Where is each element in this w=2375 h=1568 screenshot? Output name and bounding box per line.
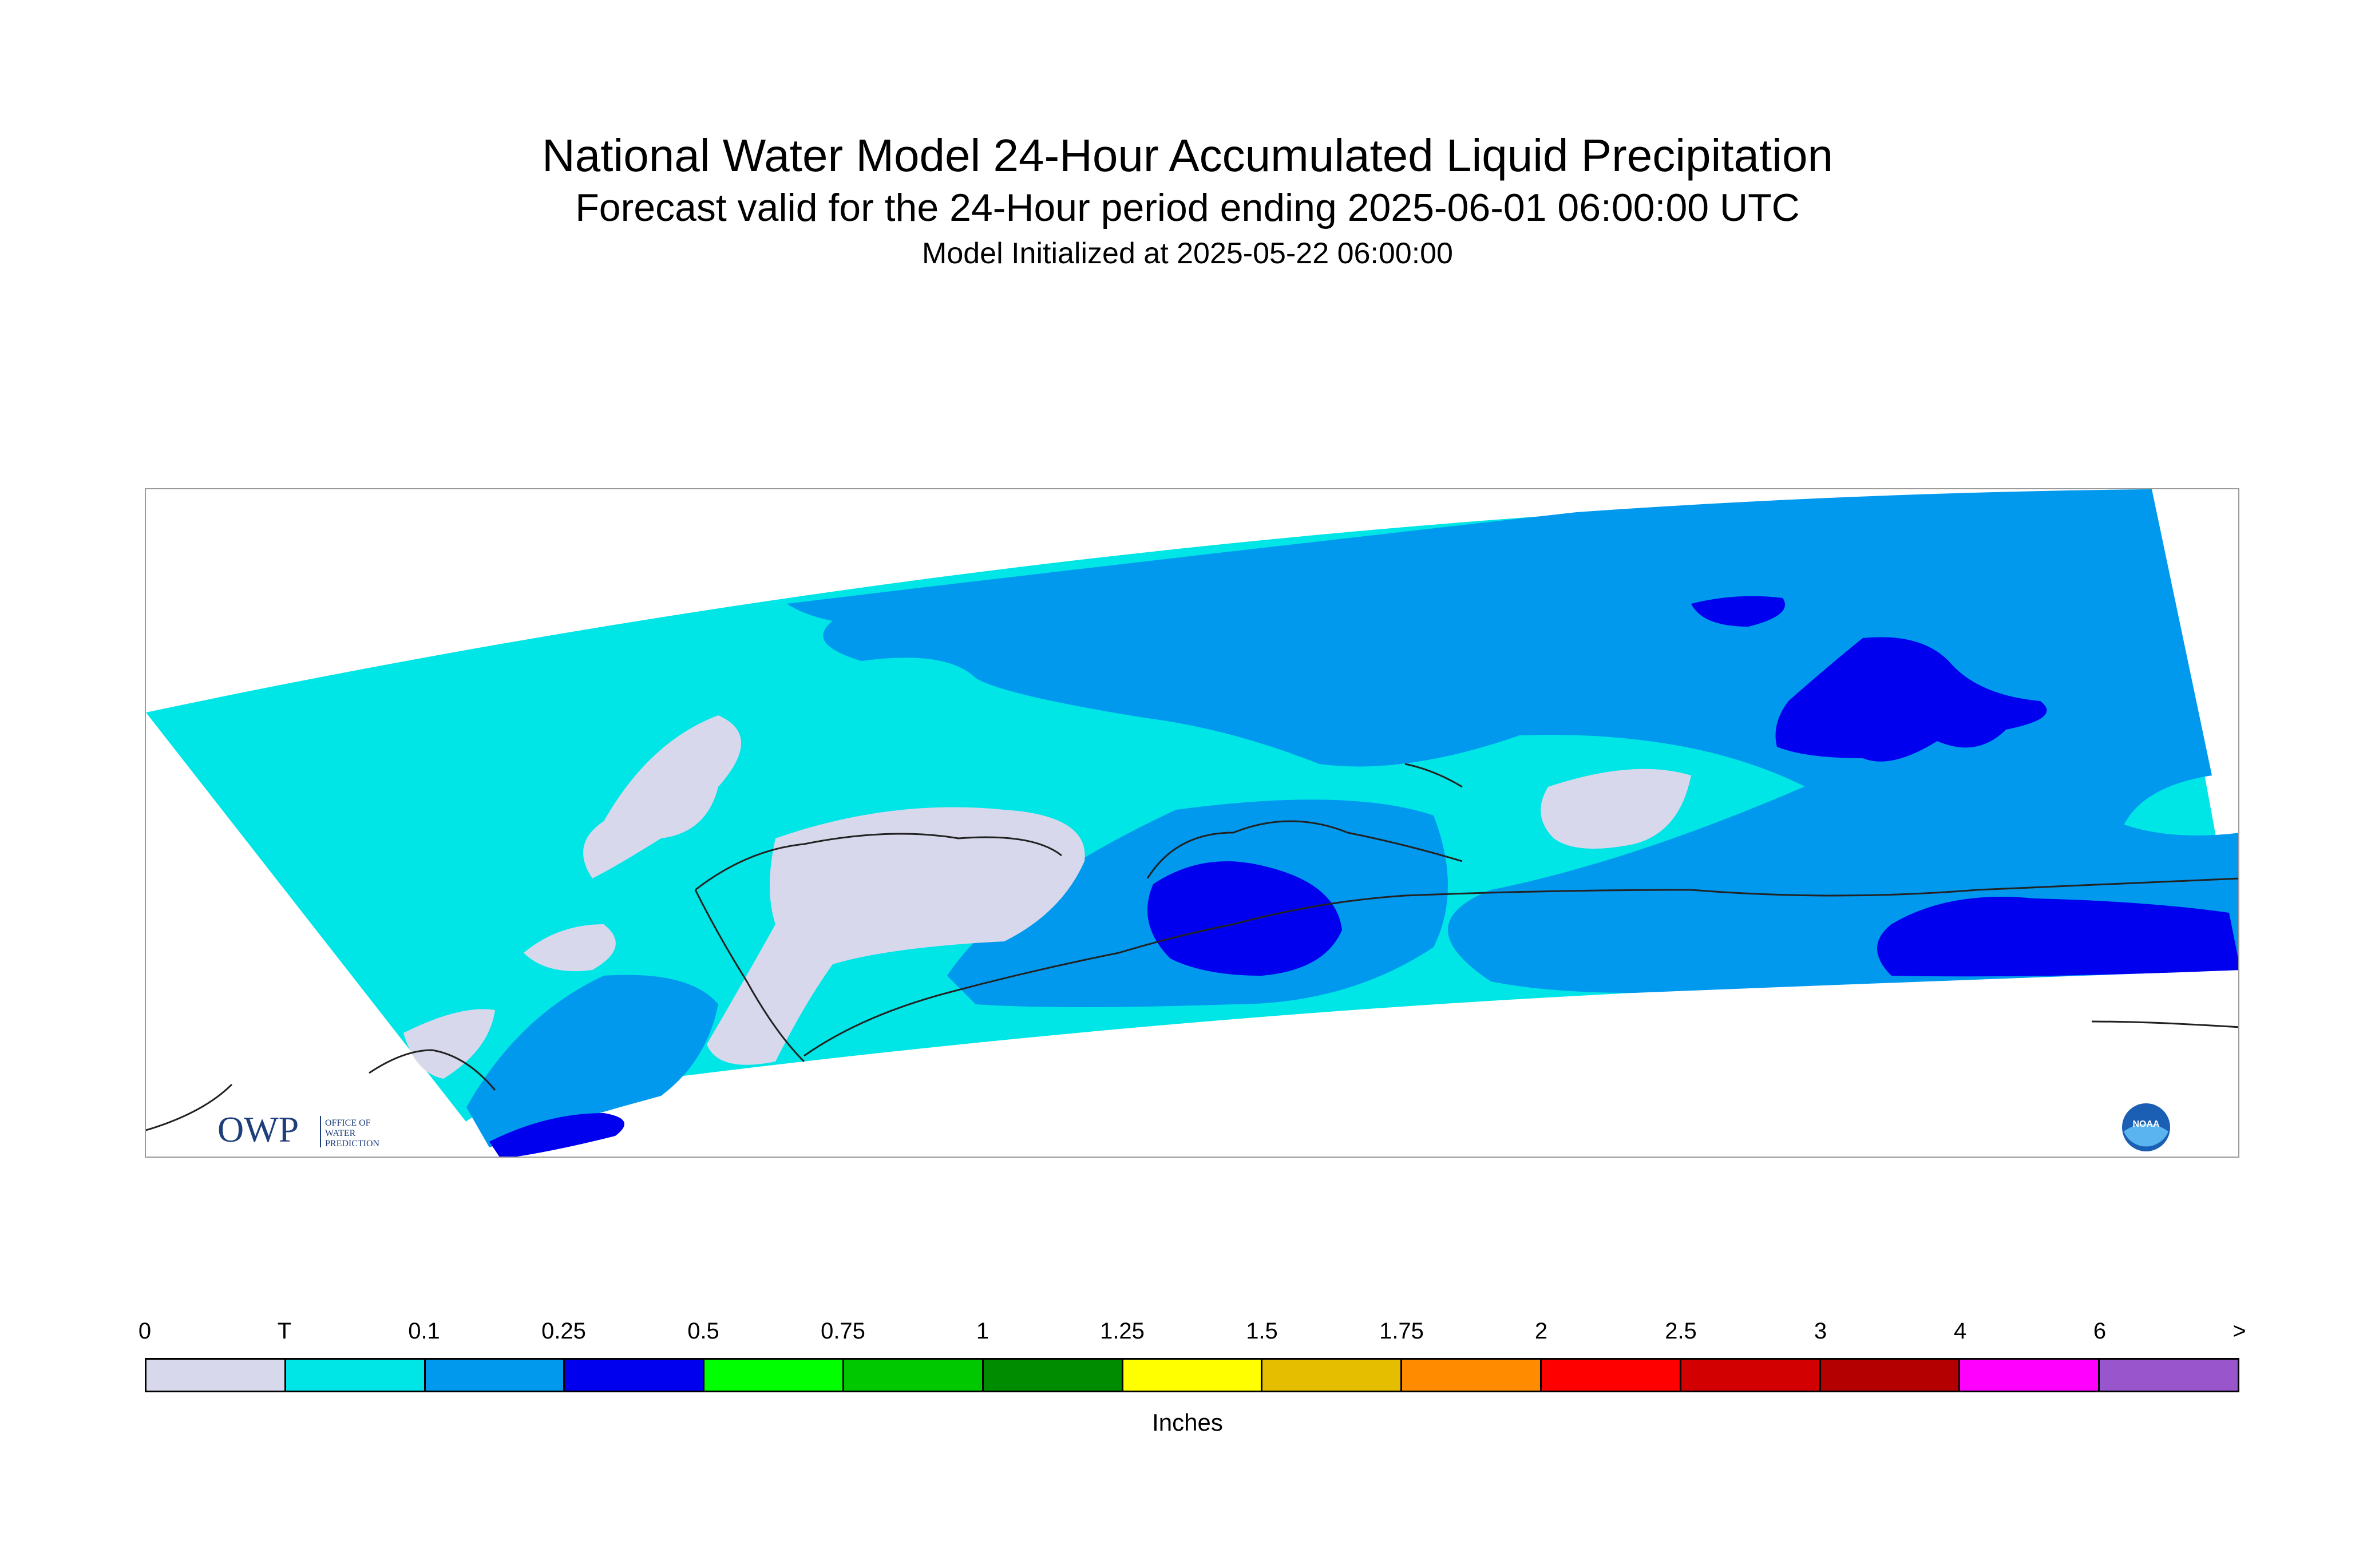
legend-tick-label: 4 — [1953, 1318, 1967, 1344]
region-zero-west2 — [524, 924, 616, 971]
owp-logo-text: OWP — [217, 1109, 299, 1150]
colorbar-segment — [147, 1360, 286, 1391]
legend-tick-label: > — [2232, 1318, 2246, 1344]
svg-text:OFFICE OF: OFFICE OF — [325, 1118, 371, 1128]
owp-logo: OWP OFFICE OF WATER PREDICTION — [217, 1107, 423, 1153]
svg-text:PREDICTION: PREDICTION — [325, 1139, 380, 1149]
legend-tick-label: 0.75 — [821, 1318, 865, 1344]
colorbar-segment — [844, 1360, 984, 1391]
legend-tick-label: 1.5 — [1246, 1318, 1278, 1344]
colorbar-segment — [1681, 1360, 1821, 1391]
model-init-line: Model Initialized at 2025-05-22 06:00:00 — [922, 237, 1453, 270]
legend-tick-label: 1.75 — [1379, 1318, 1424, 1344]
region-outside-bottom — [505, 969, 2238, 1157]
colorbar-segment — [565, 1360, 705, 1391]
coastlines — [146, 763, 2238, 1131]
region-mid-east — [1877, 897, 2238, 977]
legend-tick-label: T — [277, 1318, 292, 1344]
map-title: National Water Model 24-Hour Accumulated… — [542, 130, 1833, 181]
region-zero-east — [1541, 769, 1691, 849]
legend-tick-label: 0.1 — [408, 1318, 440, 1344]
colorbar-segment — [1820, 1360, 1961, 1391]
map-panel[interactable] — [145, 488, 2239, 1158]
legend-tick-label: 0.25 — [541, 1318, 586, 1344]
region-low-north — [787, 489, 2212, 859]
colorbar-segment — [704, 1360, 844, 1391]
region-zero-west — [583, 715, 741, 878]
legend-tick-label: 2 — [1534, 1318, 1548, 1344]
colorbar — [145, 1358, 2239, 1392]
colorbar-segment — [1123, 1360, 1263, 1391]
colorbar-segment — [425, 1360, 565, 1391]
svg-text:NOAA: NOAA — [2132, 1119, 2160, 1129]
colorbar-segment — [983, 1360, 1123, 1391]
svg-text:WATER: WATER — [325, 1129, 356, 1138]
legend-tick-label: 1.25 — [1100, 1318, 1145, 1344]
legend-tick-label: 0.5 — [687, 1318, 719, 1344]
region-mid-center — [1147, 861, 1342, 976]
colorbar-segment — [286, 1360, 426, 1391]
legend-units-label: Inches — [1152, 1409, 1223, 1436]
precip-map — [146, 489, 2238, 1157]
colorbar-segment — [1960, 1360, 2100, 1391]
region-mid-sw — [489, 1113, 624, 1157]
legend-tick-label: 3 — [1814, 1318, 1827, 1344]
colorbar-segment — [1402, 1360, 1542, 1391]
legend-tick-label: 0 — [138, 1318, 152, 1344]
region-mid-n — [1691, 596, 1785, 627]
region-zero-sw — [403, 1009, 495, 1079]
legend-tick-label: 2.5 — [1665, 1318, 1697, 1344]
region-zero-peninsula — [707, 807, 1085, 1065]
legend-tick-label: 1 — [976, 1318, 989, 1344]
noaa-logo: NOAA — [2120, 1102, 2172, 1153]
region-mid-ne — [1775, 637, 2047, 762]
colorbar-segment — [2100, 1360, 2238, 1391]
colorbar-segment — [1262, 1360, 1403, 1391]
map-subtitle: Forecast valid for the 24-Hour period en… — [575, 186, 1800, 229]
legend-tick-label: 6 — [2093, 1318, 2107, 1344]
colorbar-segment — [1541, 1360, 1681, 1391]
region-low-sw — [466, 975, 718, 1147]
